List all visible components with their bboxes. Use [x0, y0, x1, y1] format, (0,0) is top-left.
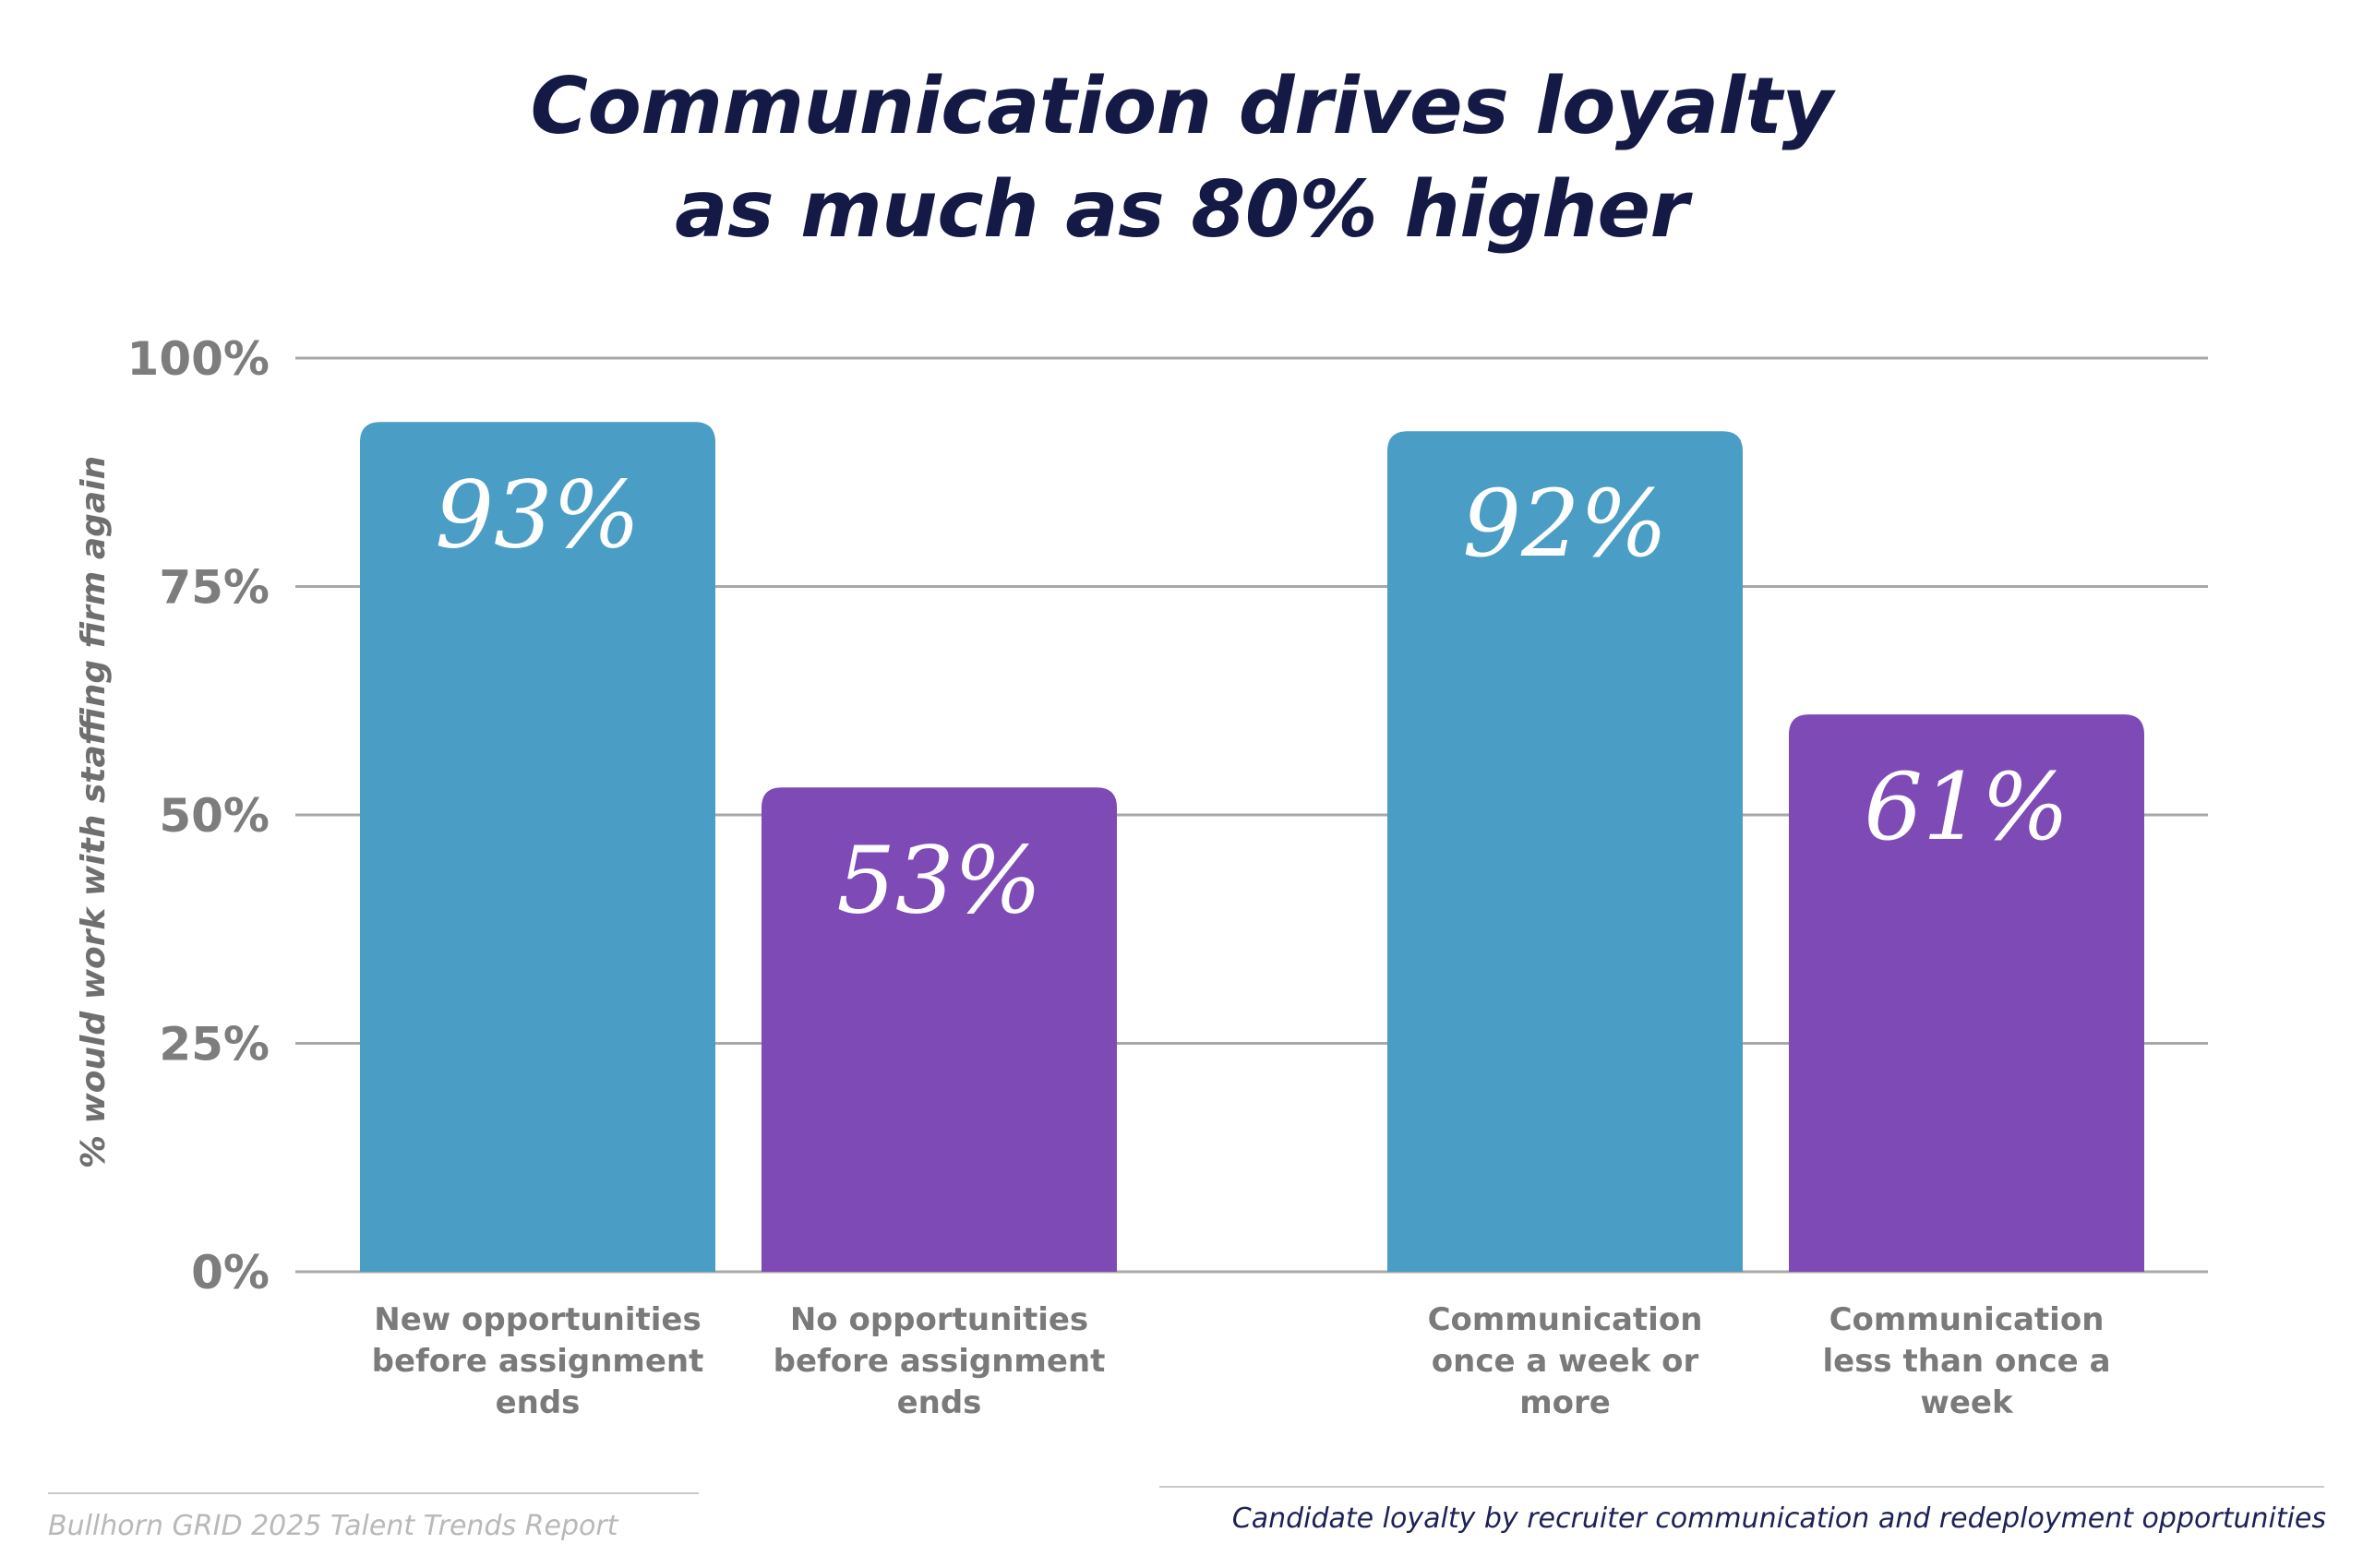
x-tick-label-line: Communication — [1829, 1301, 2105, 1338]
bar-value-label: 92% — [1462, 470, 1667, 578]
bar-value-label: 61% — [1864, 753, 2069, 861]
chart-title-line-1: Communication drives loyalty — [530, 61, 1833, 152]
x-tick-label: No opportunities before assignment ends — [755, 1299, 1124, 1424]
x-tick-label: Communication once a week or more — [1381, 1299, 1750, 1424]
chart-title: Communication drives loyalty as much as … — [0, 55, 2363, 262]
bar-value-label: 53% — [836, 826, 1041, 934]
source-text: Bullhorn GRID 2025 Talent Trends Report — [48, 1510, 618, 1542]
chart-title-line-2: as much as 80% higher — [675, 164, 1688, 256]
caption-divider — [1159, 1486, 2324, 1488]
y-tick-label: 100% — [127, 332, 270, 386]
y-tick-label: 0% — [191, 1246, 270, 1299]
data-labels: 93% 53% 92% 61% — [435, 461, 2069, 934]
y-axis-label: % would work with staffing firm again — [75, 456, 113, 1168]
x-tick-label-line: ends — [896, 1384, 982, 1421]
bar-value-label: 93% — [435, 461, 640, 569]
x-tick-label-line: before assignment — [371, 1343, 704, 1380]
bar-2 — [762, 787, 1117, 1272]
x-tick-label-line: before assignment — [773, 1343, 1106, 1380]
x-tick-label-line: No opportunities — [789, 1301, 1089, 1338]
y-axis-ticks: 0% 25% 50% 75% 100% — [127, 332, 270, 1299]
x-tick-label-line: once a week or — [1431, 1343, 1699, 1380]
x-tick-label-line: less than once a — [1822, 1343, 2111, 1380]
chart-caption: Candidate loyalty by recruiter communica… — [1231, 1502, 2326, 1535]
y-tick-label: 75% — [159, 561, 270, 615]
x-tick-label-line: more — [1519, 1384, 1611, 1421]
x-tick-label-line: week — [1920, 1384, 2013, 1421]
x-tick-label: New opportunities before assignment ends — [354, 1299, 723, 1424]
bar-3 — [1387, 431, 1743, 1272]
y-tick-label: 50% — [159, 789, 270, 843]
bar-4 — [1789, 714, 2144, 1272]
x-tick-label-line: ends — [495, 1384, 581, 1421]
y-tick-label: 25% — [159, 1018, 270, 1071]
bars — [360, 422, 2144, 1272]
bar-1 — [360, 422, 715, 1272]
source-divider — [48, 1492, 699, 1494]
x-tick-label-line: New opportunities — [374, 1301, 702, 1338]
x-tick-label: Communication less than once a week — [1782, 1299, 2152, 1424]
x-tick-label-line: Communication — [1427, 1301, 1703, 1338]
